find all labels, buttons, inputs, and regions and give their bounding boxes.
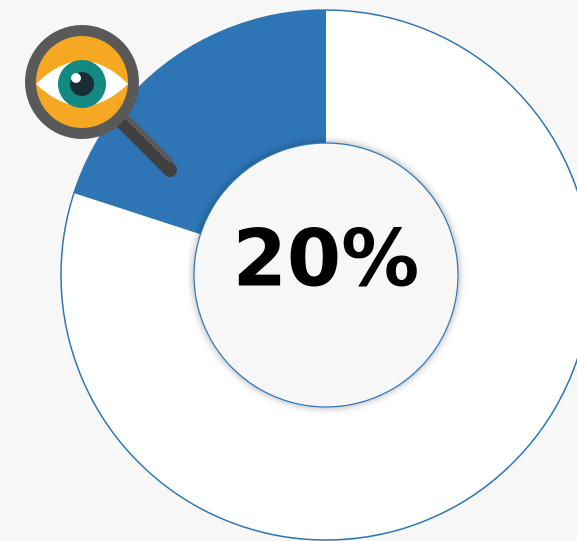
donut-hole [193, 142, 459, 408]
donut-segment [73, 10, 326, 235]
center-label: 20% [233, 214, 420, 304]
magnifier-icon [25, 25, 177, 177]
